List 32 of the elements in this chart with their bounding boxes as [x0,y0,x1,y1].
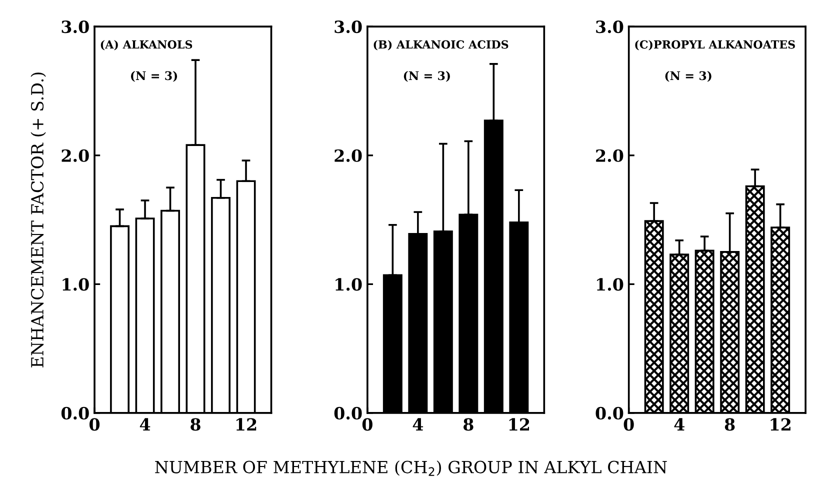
text: (B) ALKANOIC ACIDS [374,40,508,50]
text: (A) ALKANOLS [100,40,192,50]
y-tick-label: 2.0 [596,149,624,162]
y-axis-title: ENHANCEMENT FACTOR (+ S.D.) [30,72,46,368]
x-tick-label: 4 [140,418,150,430]
y-tick-label: 0.0 [596,406,624,420]
x-tick-label: 0 [90,418,100,431]
annotation: (N = 3) [404,71,450,82]
y-tick-label: 0.0 [334,406,362,420]
x-tick-label: 0 [624,418,634,431]
x-tick-label: 4 [674,418,684,430]
x-tick-label: 8 [724,418,735,431]
y-tick-label: 1.0 [336,278,362,291]
x-tick-label: 12 [236,418,256,430]
x-tick-label: 12 [509,418,530,430]
annotation: (N = 3) [665,71,712,82]
y-tick-label: 1.0 [62,278,89,291]
x-tick-label: 4 [412,418,424,430]
y-tick-label: 2.0 [334,149,362,162]
y-tick-label: 3.0 [596,20,624,34]
x-tick-label: 12 [770,418,790,430]
x-tick-label: 0 [362,418,372,431]
y-tick-label: 3.0 [62,20,89,34]
y-tick-label: 2.0 [62,149,89,162]
y-tick-label: 0.0 [61,406,89,420]
text: (C)PROPYL ALKANOATES [635,40,795,50]
y-tick-label: 1.0 [597,278,624,291]
x-tick-label: 8 [463,418,474,431]
annotation: (N = 3) [130,71,178,82]
y-tick-label: 3.0 [334,20,362,34]
x-axis-title: NUMBER OF METHYLENE (CH$_{2}$) GROUP IN ALKYL CHAIN [155,460,667,476]
x-tick-label: 8 [190,418,200,431]
